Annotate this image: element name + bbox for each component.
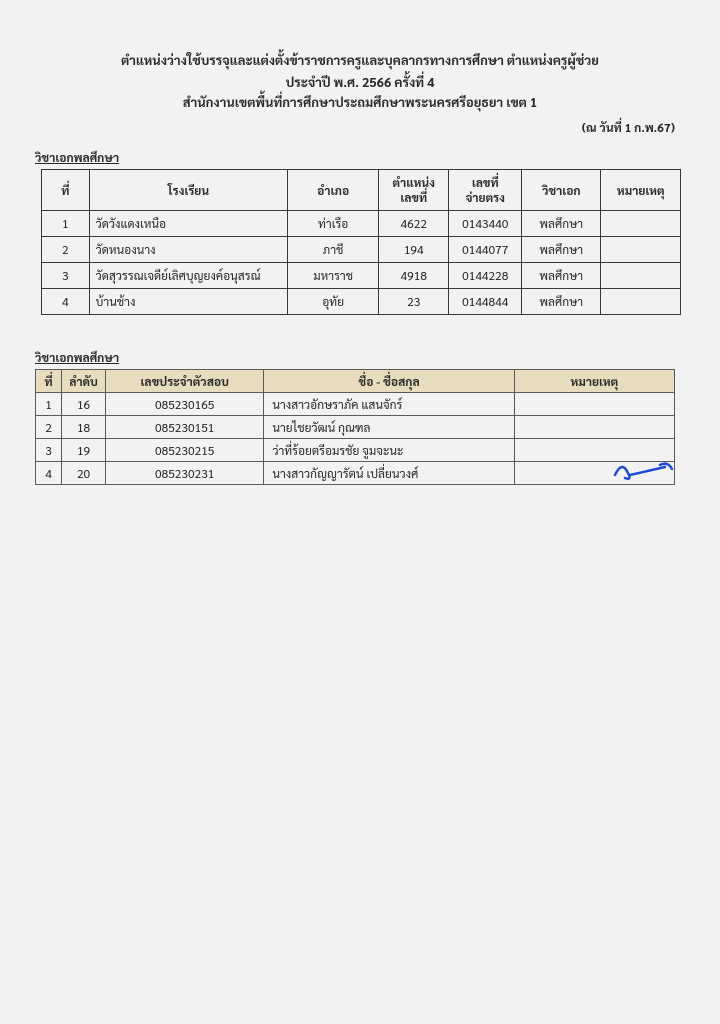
cell-num: 0144077 [449,237,522,263]
cell-school: วัดวังแดงเหนือ [89,211,288,237]
cell-idx: 4 [42,289,90,315]
cell-district: อุทัย [288,289,379,315]
table-row: 420085230231นางสาวกัญญารัตน์ เปลี่ยนวงศ์ [36,462,675,485]
table-row: 4บ้านช้างอุทัย230144844พลศึกษา [42,289,681,315]
table-row: 116085230165นางสาวอักษราภัค แสนจักร์ [36,393,675,416]
cell-district: ภาชี [288,237,379,263]
table-row: 1วัดวังแดงเหนือท่าเรือ46220143440พลศึกษา [42,211,681,237]
col-num: เลขที่จ่ายตรง [449,170,522,211]
cell-ord: 18 [62,416,106,439]
cell-district: ท่าเรือ [288,211,379,237]
title-line-2: ประจำปี พ.ศ. 2566 ครั้งที่ 4 [35,72,685,94]
cell-num: 0143440 [449,211,522,237]
cell-i: 2 [36,416,62,439]
cell-note [514,416,674,439]
cell-num: 0144844 [449,289,522,315]
table-row: 218085230151นายไชยวัฒน์ กุณฑล [36,416,675,439]
cell-i: 1 [36,393,62,416]
cell-id: 085230231 [106,462,264,485]
cell-id: 085230215 [106,439,264,462]
cell-num: 0144228 [449,263,522,289]
col-district: อำเภอ [288,170,379,211]
title-line-1: ตำแหน่งว่างใช้บรรจุและแต่งตั้งข้าราชการค… [35,50,685,72]
col-pos: ตำแหน่งเลขที่ [379,170,449,211]
section1-title: วิชาเอกพลศึกษา [35,149,685,165]
cell-school: บ้านช้าง [89,289,288,315]
col-note: หมายเหตุ [601,170,681,211]
table-row: 319085230215ว่าที่ร้อยตรีอมรชัย จูมจะนะ [36,439,675,462]
cell-district: มหาราช [288,263,379,289]
cell-note [601,263,681,289]
cell-idx: 1 [42,211,90,237]
cell-subj: พลศึกษา [522,263,601,289]
cell-i: 3 [36,439,62,462]
cell-note [601,211,681,237]
cell-subj: พลศึกษา [522,211,601,237]
cell-subj: พลศึกษา [522,289,601,315]
cell-note [514,393,674,416]
section2-title: วิชาเอกพลศึกษา [35,349,685,365]
cell-pos: 4622 [379,211,449,237]
title-line-3: สำนักงานเขตพื้นที่การศึกษาประถมศึกษาพระน… [35,94,685,111]
cell-i: 4 [36,462,62,485]
cell-note [601,237,681,263]
document-header: ตำแหน่งว่างใช้บรรจุและแต่งตั้งข้าราชการค… [35,50,685,111]
cell-idx: 3 [42,263,90,289]
col-school: โรงเรียน [89,170,288,211]
vacancy-table: ที่ โรงเรียน อำเภอ ตำแหน่งเลขที่ เลขที่จ… [41,169,681,315]
col-idx: ที่ [42,170,90,211]
cell-idx: 2 [42,237,90,263]
cell-pos: 23 [379,289,449,315]
table-row: 2วัดหนองนางภาชี1940144077พลศึกษา [42,237,681,263]
cell-pos: 4918 [379,263,449,289]
cell-pos: 194 [379,237,449,263]
candidate-table: ที่ ลำดับ เลขประจำตัวสอบ ชื่อ - ชื่อสกุล… [35,369,675,485]
cell-id: 085230151 [106,416,264,439]
table-row: 3วัดสุวรรณเจดีย์เลิศบุญยงค์อนุสรณ์มหาราช… [42,263,681,289]
col-i: ที่ [36,370,62,393]
col-subject: วิชาเอก [522,170,601,211]
document-date: (ณ วันที่ 1 ก.พ.67) [35,119,675,135]
signature-mark [610,455,680,488]
cell-name: นางสาวอักษราภัค แสนจักร์ [264,393,514,416]
cell-subj: พลศึกษา [522,237,601,263]
cell-school: วัดหนองนาง [89,237,288,263]
cell-ord: 19 [62,439,106,462]
cell-note [601,289,681,315]
col-note: หมายเหตุ [514,370,674,393]
cell-id: 085230165 [106,393,264,416]
col-id: เลขประจำตัวสอบ [106,370,264,393]
cell-name: ว่าที่ร้อยตรีอมรชัย จูมจะนะ [264,439,514,462]
cell-school: วัดสุวรรณเจดีย์เลิศบุญยงค์อนุสรณ์ [89,263,288,289]
col-name: ชื่อ - ชื่อสกุล [264,370,514,393]
cell-ord: 20 [62,462,106,485]
cell-name: นายไชยวัฒน์ กุณฑล [264,416,514,439]
cell-ord: 16 [62,393,106,416]
col-ord: ลำดับ [62,370,106,393]
cell-name: นางสาวกัญญารัตน์ เปลี่ยนวงศ์ [264,462,514,485]
